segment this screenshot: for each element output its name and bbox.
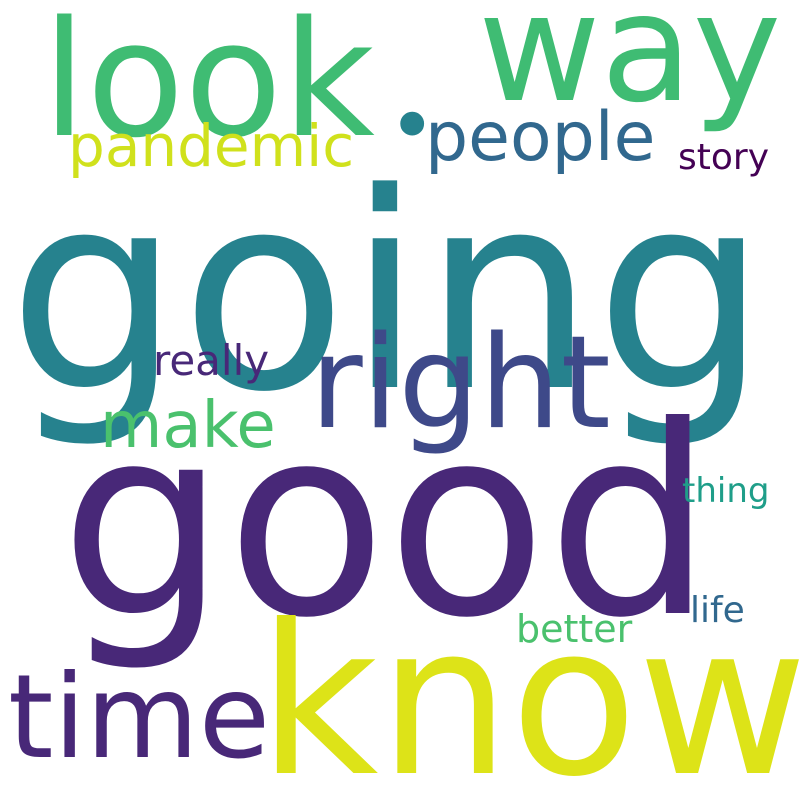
word-people: people [425, 98, 656, 177]
word-pandemic: pandemic [68, 112, 355, 180]
word-going: going [8, 136, 768, 452]
word-thing: thing [682, 471, 770, 511]
word-story: story [678, 137, 770, 178]
word-dot: • [388, 79, 437, 174]
word-good: good [60, 370, 714, 675]
word-make: make [100, 389, 276, 463]
word-right: right [310, 309, 611, 458]
word-life: life [690, 590, 745, 631]
word-really: really [153, 336, 270, 385]
word-time: time [8, 650, 271, 785]
word-better: better [516, 607, 633, 651]
word-know: know [258, 581, 800, 800]
word-look: look [42, 0, 375, 173]
word-way: way [478, 0, 782, 136]
